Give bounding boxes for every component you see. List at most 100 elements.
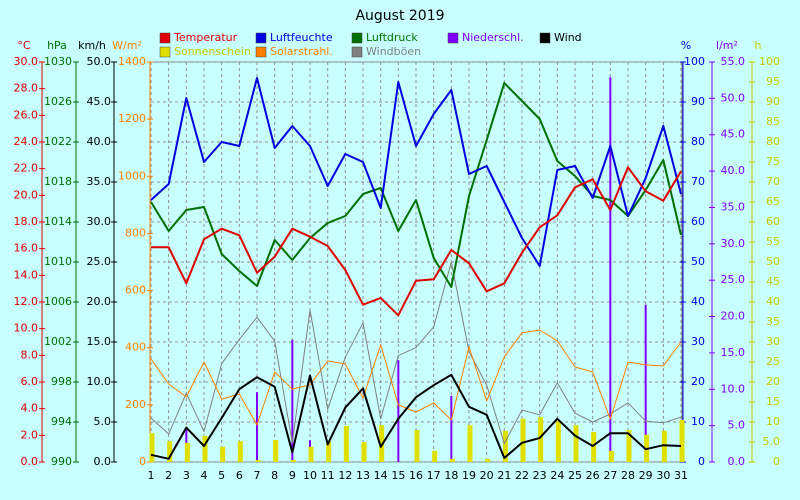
y-tick-label: 15.0 bbox=[721, 346, 746, 359]
x-tick-label: 21 bbox=[497, 469, 511, 482]
y-tick-label: 1014 bbox=[44, 215, 72, 228]
bar bbox=[609, 77, 612, 462]
x-tick-label: 20 bbox=[480, 469, 494, 482]
y-tick-label: 20.0 bbox=[721, 310, 746, 323]
y-tick-label: 45.0 bbox=[721, 128, 746, 141]
x-tick-label: 22 bbox=[515, 469, 529, 482]
axis-unit: l/m² bbox=[716, 39, 738, 52]
bar bbox=[679, 420, 685, 462]
y-tick-label: 100 bbox=[684, 55, 705, 68]
y-tick-label: 50.0 bbox=[721, 91, 746, 104]
y-tick-label: 20.0 bbox=[87, 295, 112, 308]
y-tick-label: 0 bbox=[139, 455, 146, 468]
y-tick-label: 1002 bbox=[44, 335, 72, 348]
y-tick-label: 22.0 bbox=[14, 162, 39, 175]
y-tick-label: 25.0 bbox=[721, 273, 746, 286]
y-tick-label: 80 bbox=[766, 135, 780, 148]
y-tick-label: 26.0 bbox=[14, 108, 39, 121]
y-tick-label: 1018 bbox=[44, 175, 72, 188]
bar bbox=[237, 441, 243, 462]
x-tick-label: 29 bbox=[639, 469, 653, 482]
x-tick-label: 28 bbox=[621, 469, 635, 482]
line bbox=[151, 166, 682, 317]
y-tick-label: 10.0 bbox=[87, 375, 112, 388]
y-tick-label: 40.0 bbox=[721, 164, 746, 177]
bar bbox=[397, 360, 400, 462]
bar bbox=[626, 430, 632, 462]
legend-label: Niederschl. bbox=[462, 31, 524, 44]
x-tick-label: 4 bbox=[201, 469, 208, 482]
x-tick-label: 9 bbox=[289, 469, 296, 482]
bar bbox=[538, 417, 544, 462]
bar bbox=[432, 450, 438, 462]
bar bbox=[343, 426, 349, 462]
y-tick-label: 45.0 bbox=[87, 95, 112, 108]
y-tick-label: 20.0 bbox=[14, 188, 39, 201]
y-tick-label: 40.0 bbox=[87, 135, 112, 148]
legend-label: Wind bbox=[554, 31, 582, 44]
y-tick-label: 10 bbox=[691, 415, 705, 428]
legend-swatch bbox=[159, 46, 171, 58]
bar bbox=[326, 441, 332, 462]
x-tick-label: 11 bbox=[321, 469, 335, 482]
y-tick-label: 28.0 bbox=[14, 82, 39, 95]
y-tick-label: 75 bbox=[766, 155, 780, 168]
x-tick-label: 13 bbox=[356, 469, 370, 482]
bar bbox=[467, 425, 473, 462]
y-tick-label: 994 bbox=[51, 415, 72, 428]
y-tick-label: 40 bbox=[691, 295, 705, 308]
legend-swatch bbox=[159, 32, 171, 44]
bar bbox=[644, 304, 647, 462]
legend-label: Sonnenschein bbox=[174, 45, 251, 58]
axis-unit: °C bbox=[17, 39, 31, 52]
y-tick-label: 45 bbox=[766, 275, 780, 288]
y-tick-label: 0.0 bbox=[21, 455, 39, 468]
line bbox=[150, 77, 682, 267]
y-tick-label: 60 bbox=[691, 215, 705, 228]
y-tick-label: 15.0 bbox=[87, 335, 112, 348]
bar bbox=[361, 442, 367, 462]
bar bbox=[449, 458, 455, 462]
y-tick-label: 20 bbox=[766, 375, 780, 388]
y-tick-label: 10.0 bbox=[721, 382, 746, 395]
y-tick-label: 85 bbox=[766, 115, 780, 128]
x-tick-label: 3 bbox=[183, 469, 190, 482]
legend-swatch bbox=[255, 46, 267, 58]
y-tick-label: 70 bbox=[691, 175, 705, 188]
legend-swatch bbox=[447, 32, 459, 44]
y-tick-label: 95 bbox=[766, 75, 780, 88]
x-tick-label: 30 bbox=[656, 469, 670, 482]
bar bbox=[220, 446, 226, 462]
y-tick-label: 5.0 bbox=[94, 415, 112, 428]
y-tick-label: 400 bbox=[125, 341, 146, 354]
legend-label: Temperatur bbox=[173, 31, 238, 44]
y-tick-label: 998 bbox=[51, 375, 72, 388]
x-tick-label: 1 bbox=[148, 469, 155, 482]
x-tick-label: 23 bbox=[533, 469, 547, 482]
y-tick-label: 30 bbox=[691, 335, 705, 348]
bar bbox=[255, 460, 261, 462]
x-tick-label: 2 bbox=[165, 469, 172, 482]
bar bbox=[661, 430, 667, 462]
y-tick-label: 30.0 bbox=[87, 215, 112, 228]
y-tick-label: 200 bbox=[125, 398, 146, 411]
y-tick-label: 1006 bbox=[44, 295, 72, 308]
y-tick-label: 40 bbox=[766, 295, 780, 308]
y-tick-label: 2.0 bbox=[21, 428, 39, 441]
axis-unit: h bbox=[755, 39, 762, 52]
x-tick-label: 26 bbox=[586, 469, 600, 482]
y-tick-label: 1026 bbox=[44, 95, 72, 108]
y-tick-label: 50 bbox=[766, 255, 780, 268]
axis-unit: km/h bbox=[78, 39, 106, 52]
x-tick-label: 7 bbox=[254, 469, 261, 482]
y-tick-label: 0.0 bbox=[94, 455, 112, 468]
y-tick-label: 1022 bbox=[44, 135, 72, 148]
x-tick-label: 8 bbox=[271, 469, 278, 482]
y-tick-label: 100 bbox=[759, 55, 780, 68]
legend-swatch bbox=[351, 46, 363, 58]
y-tick-label: 60 bbox=[766, 215, 780, 228]
y-tick-label: 30.0 bbox=[14, 55, 39, 68]
bar bbox=[485, 458, 491, 462]
y-tick-label: 5.0 bbox=[728, 419, 746, 432]
x-tick-label: 12 bbox=[338, 469, 352, 482]
